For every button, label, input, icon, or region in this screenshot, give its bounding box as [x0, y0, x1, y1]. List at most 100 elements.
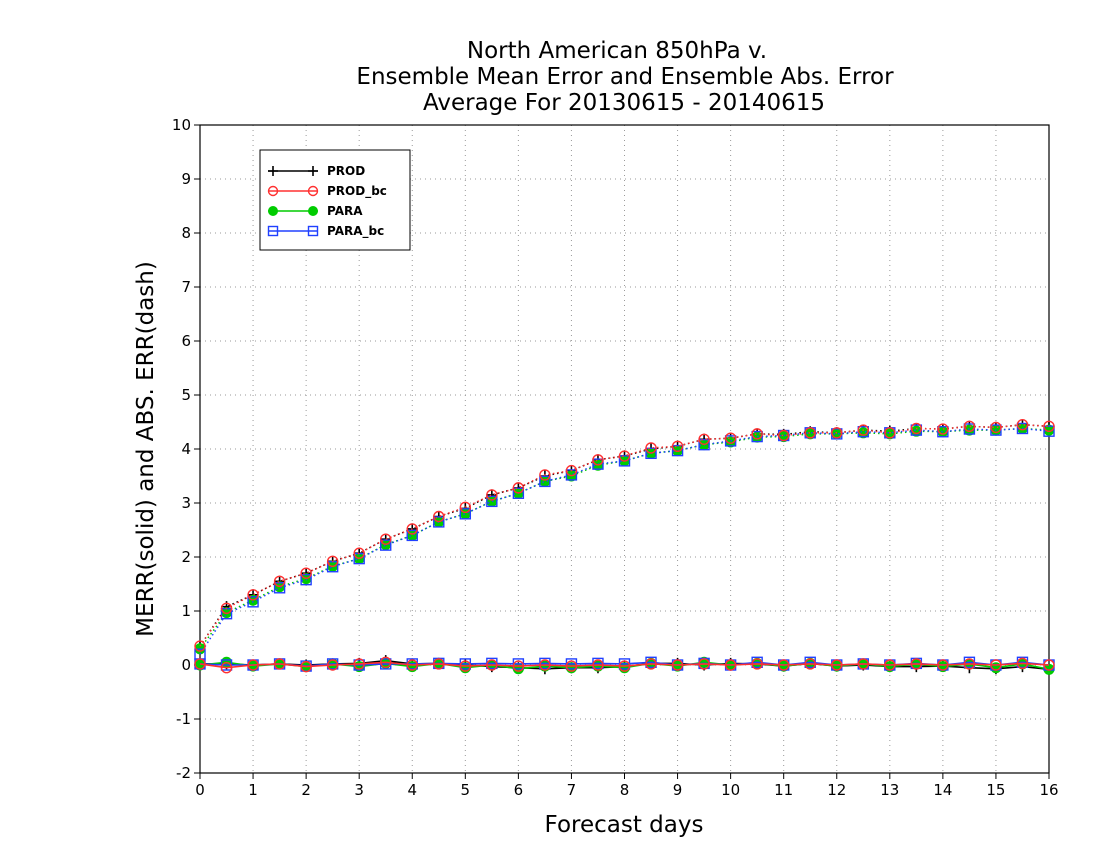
data-point	[671, 659, 684, 671]
data-point	[247, 659, 259, 671]
data-point	[751, 428, 763, 440]
legend-marker	[308, 166, 318, 176]
title-line-2: Ensemble Mean Error and Ensemble Abs. Er…	[356, 64, 894, 90]
data-point	[645, 447, 657, 460]
data-point	[857, 658, 869, 670]
data-point	[433, 516, 445, 528]
data-point	[937, 423, 949, 435]
legend-marker	[307, 225, 319, 237]
data-point	[831, 659, 843, 671]
legend-marker	[267, 225, 279, 237]
series-line-abserr	[199, 423, 1050, 647]
data-point	[220, 602, 233, 614]
chart-title: North American 850hPa v. Ensemble Mean E…	[356, 38, 894, 116]
x-tick-label: 8	[620, 781, 630, 799]
data-point	[353, 658, 365, 670]
data-point	[1016, 657, 1029, 670]
x-tick-label: 2	[301, 781, 311, 799]
legend-box	[259, 149, 411, 251]
legend-entry: PARA	[268, 204, 363, 218]
data-point	[406, 659, 418, 671]
data-point	[300, 573, 312, 586]
data-point	[990, 659, 1002, 671]
y-tick-label: 9	[181, 170, 191, 188]
y-tick-label: 4	[181, 440, 191, 458]
legend-marker	[267, 185, 279, 197]
data-point	[565, 464, 578, 477]
data-point	[220, 662, 233, 674]
y-axis-label: MERR(solid) and ABS. ERR(dash)	[133, 261, 159, 637]
data-point	[751, 658, 763, 670]
data-point	[963, 420, 976, 433]
data-point	[884, 427, 896, 439]
legend-label: PROD	[327, 164, 365, 178]
legend-marker	[308, 206, 318, 216]
y-tick-label: 0	[181, 656, 191, 674]
y-tick-label: 2	[181, 548, 191, 566]
x-tick-label: 16	[1039, 781, 1058, 799]
x-tick-label: 13	[880, 781, 899, 799]
legend-marker	[307, 185, 319, 197]
x-tick-label: 10	[721, 781, 740, 799]
x-axis-label: Forecast days	[545, 812, 704, 838]
data-point	[592, 659, 604, 671]
y-tick-label: 5	[181, 386, 191, 404]
data-point	[512, 487, 525, 499]
data-point	[857, 424, 869, 436]
data-point	[618, 455, 631, 467]
data-point	[194, 640, 206, 652]
x-tick-label: 11	[774, 781, 793, 799]
data-point	[884, 659, 896, 671]
data-point	[247, 589, 259, 601]
data-point	[353, 547, 365, 559]
data-point	[539, 475, 551, 488]
data-point	[406, 529, 418, 542]
data-point	[698, 433, 710, 445]
data-point	[990, 421, 1002, 434]
data-point	[777, 659, 790, 671]
legend-entry: PARA_bc	[267, 224, 384, 239]
series-layer	[194, 419, 1055, 675]
data-point	[592, 458, 604, 470]
data-point	[247, 596, 259, 608]
x-tick-label: 6	[514, 781, 524, 799]
y-tick-label: 8	[181, 224, 191, 242]
y-tick-label: 1	[181, 602, 191, 620]
x-tick-label: 0	[195, 781, 205, 799]
data-point	[273, 582, 286, 594]
x-tick-label: 15	[986, 781, 1005, 799]
y-tick-label: 7	[181, 278, 191, 296]
legend-label: PARA	[327, 204, 363, 218]
data-point	[1016, 422, 1029, 435]
data-point	[937, 659, 949, 671]
data-point	[724, 432, 737, 444]
data-point	[380, 656, 392, 668]
title-line-3: Average For 20130615 - 20140615	[423, 90, 825, 116]
data-point	[910, 422, 923, 435]
data-point	[459, 508, 472, 520]
y-tick-label: 10	[172, 116, 191, 134]
data-point	[326, 659, 339, 671]
series-line-merr	[199, 661, 1050, 669]
data-point	[539, 469, 551, 481]
x-tick-label: 3	[354, 781, 364, 799]
data-point	[273, 575, 286, 587]
data-point	[486, 489, 498, 501]
data-point	[618, 660, 631, 672]
legend-entry: PROD_bc	[267, 184, 387, 199]
data-point	[671, 444, 684, 457]
data-point	[698, 438, 710, 451]
x-tick-label: 7	[567, 781, 577, 799]
data-point	[1043, 659, 1055, 671]
title-line-1: North American 850hPa v.	[467, 38, 767, 64]
y-tick-label: 6	[181, 332, 191, 350]
data-point	[645, 658, 657, 670]
data-point	[486, 659, 498, 671]
data-point	[1043, 420, 1055, 433]
data-point	[459, 501, 472, 514]
data-point	[459, 660, 472, 672]
y-tick-label: -1	[176, 710, 191, 728]
x-tick-label: 4	[407, 781, 417, 799]
data-point	[831, 427, 843, 439]
